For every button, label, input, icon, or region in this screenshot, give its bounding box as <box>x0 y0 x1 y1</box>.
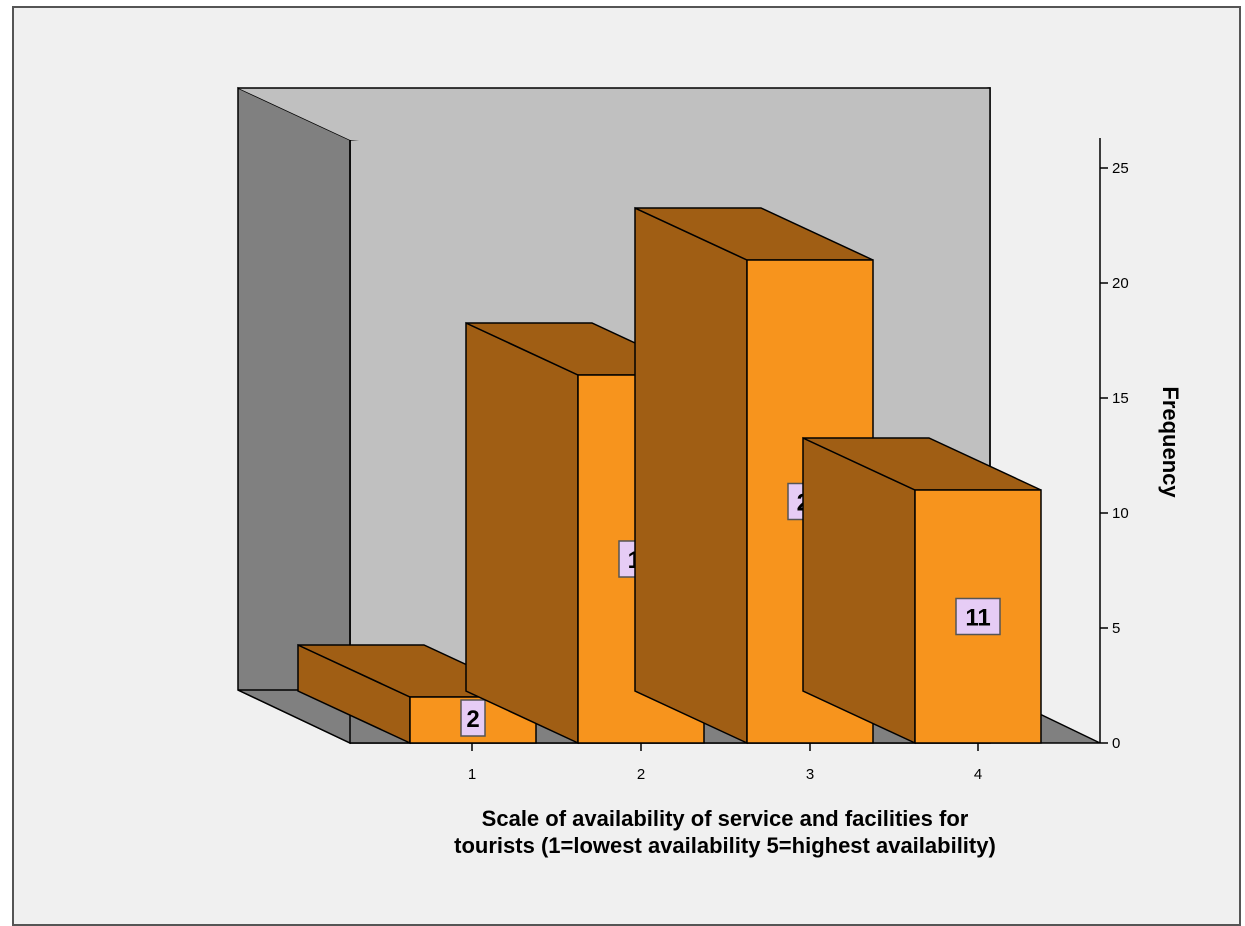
data-label: 2 <box>466 706 479 733</box>
bar-side-face <box>634 206 748 745</box>
y-tick-label: 0 <box>1112 735 1120 752</box>
x-tick-label: 1 <box>468 766 476 783</box>
bar-4: 11 <box>802 436 1042 745</box>
y-tick-label: 15 <box>1112 390 1129 407</box>
y-axis-title: Frequency <box>1158 386 1183 498</box>
data-label-box <box>460 699 486 737</box>
bars-group: 2162111 <box>297 206 1042 745</box>
x-tick-label: 4 <box>974 766 982 783</box>
y-tick-label: 5 <box>1112 620 1120 637</box>
y-axis: 0 5 10 15 20 25 <box>1099 138 1129 752</box>
x-axis-title-line-2: tourists (1=lowest availability 5=highes… <box>454 833 996 858</box>
bar-side-face <box>802 436 916 745</box>
x-tick-label: 3 <box>806 766 814 783</box>
bar-side-face <box>465 321 579 745</box>
x-axis: 1 2 3 4 <box>468 743 982 783</box>
back-wall-top <box>238 88 990 140</box>
y-tick-label: 10 <box>1112 505 1129 522</box>
y-tick-label: 20 <box>1112 275 1129 292</box>
data-label-box <box>955 597 1001 636</box>
x-tick-label: 2 <box>637 766 645 783</box>
x-axis-title-line-1: Scale of availability of service and fac… <box>482 806 969 831</box>
y-tick-label: 25 <box>1112 160 1129 177</box>
data-label: 11 <box>965 605 990 632</box>
